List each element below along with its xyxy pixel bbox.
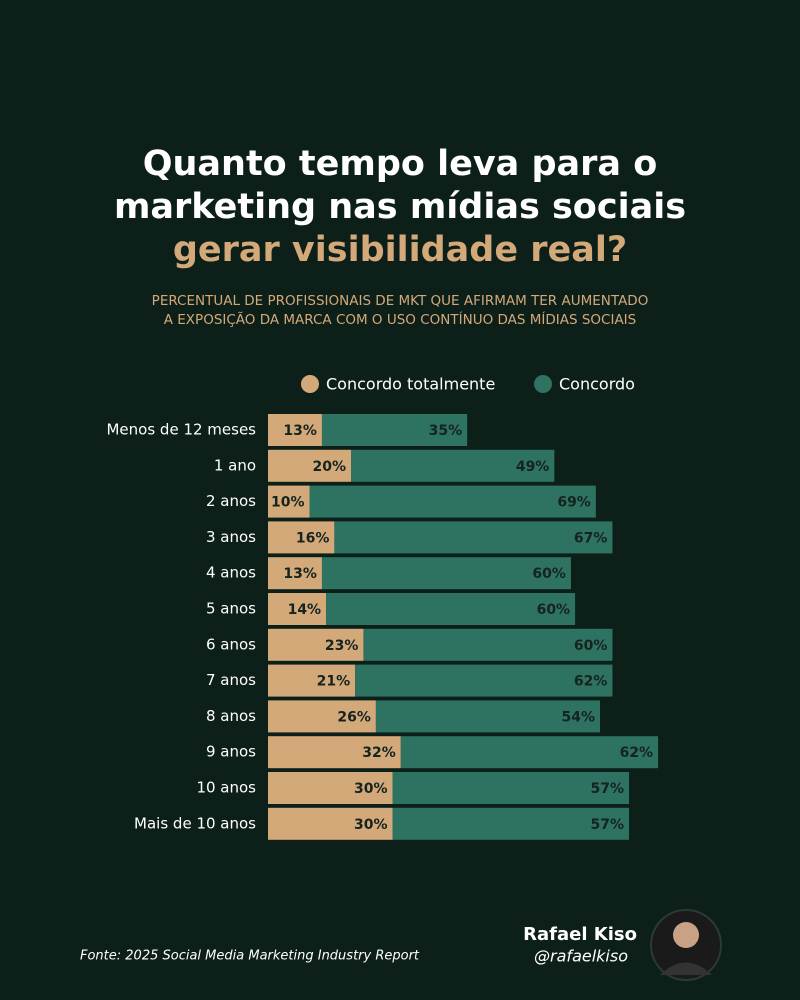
- category-label: 8 anos: [206, 707, 256, 725]
- bar-segment: [321, 414, 468, 446]
- category-label: 6 anos: [206, 635, 256, 653]
- value-label: 13%: [283, 423, 317, 439]
- category-label: Menos de 12 meses: [106, 421, 256, 439]
- value-label: 14%: [288, 602, 322, 618]
- legend-swatch: [301, 375, 319, 393]
- bar-segment: [268, 521, 335, 554]
- bar-segment: [375, 700, 600, 733]
- category-label: 5 anos: [206, 600, 256, 618]
- bar-segment: [268, 772, 393, 804]
- bar-segment: [268, 485, 310, 518]
- bar-segment: [334, 521, 613, 554]
- bar-segment: [400, 736, 659, 769]
- bar-segment: [268, 664, 356, 697]
- category-label: 7 anos: [206, 671, 256, 689]
- chart-title: Quanto tempo leva para o: [143, 144, 658, 184]
- bar-segment: [268, 700, 376, 733]
- legend-swatch: [534, 375, 552, 393]
- bar-segment: [392, 807, 630, 840]
- value-label: 62%: [620, 745, 654, 761]
- subtitle: A EXPOSIÇÃO DA MARCA COM O USO CONTÍNUO …: [164, 311, 637, 328]
- value-label: 20%: [312, 459, 346, 475]
- value-label: 62%: [574, 674, 608, 690]
- avatar: [650, 909, 722, 981]
- bar-segment: [268, 414, 322, 446]
- chart-title-highlight: gerar visibilidade real?: [173, 230, 627, 270]
- source: Fonte: 2025 Social Media Marketing Indus…: [80, 949, 420, 964]
- value-label: 30%: [354, 781, 388, 797]
- value-label: 57%: [591, 817, 625, 833]
- category-label: 1 ano: [214, 456, 256, 474]
- bar-segment: [268, 807, 393, 840]
- value-label: 35%: [429, 423, 463, 439]
- value-label: 26%: [337, 709, 371, 725]
- bar-segment: [363, 628, 613, 661]
- subtitle: PERCENTUAL DE PROFISSIONAIS DE MKT QUE A…: [152, 293, 649, 309]
- bar-segment: [392, 772, 630, 804]
- value-label: 67%: [574, 530, 608, 546]
- category-label: 10 anos: [196, 779, 256, 797]
- bar-segment: [309, 485, 596, 518]
- category-label: 3 anos: [206, 528, 256, 546]
- bar-segment: [351, 449, 555, 482]
- value-label: 21%: [317, 674, 351, 690]
- category-label: 2 anos: [206, 492, 256, 510]
- handle: @rafaelkiso: [534, 947, 628, 966]
- value-label: 49%: [516, 459, 550, 475]
- category-label: 4 anos: [206, 564, 256, 582]
- value-label: 10%: [271, 495, 305, 511]
- legend-label: Concordo totalmente: [326, 375, 495, 394]
- bar-segment: [355, 664, 613, 697]
- bar-segment: [268, 557, 322, 590]
- legend-label: Concordo: [559, 375, 635, 394]
- value-label: 60%: [574, 638, 608, 654]
- bar-segment: [268, 628, 364, 661]
- bar-segment: [268, 593, 327, 625]
- chart-title: marketing nas mídias sociais: [114, 187, 686, 227]
- value-label: 30%: [354, 817, 388, 833]
- value-label: 13%: [283, 566, 317, 582]
- value-label: 54%: [561, 709, 595, 725]
- value-label: 23%: [325, 638, 359, 654]
- bar-segment: [326, 593, 576, 625]
- bar-segment: [268, 736, 401, 769]
- value-label: 57%: [591, 781, 625, 797]
- bar-segment: [268, 449, 351, 482]
- value-label: 32%: [362, 745, 396, 761]
- value-label: 69%: [557, 495, 591, 511]
- value-label: 60%: [532, 566, 566, 582]
- category-label: Mais de 10 anos: [134, 814, 256, 832]
- category-label: 9 anos: [206, 743, 256, 761]
- value-label: 16%: [296, 530, 330, 546]
- bar-segment: [321, 557, 571, 590]
- value-label: 60%: [537, 602, 571, 618]
- author: Rafael Kiso: [523, 924, 637, 945]
